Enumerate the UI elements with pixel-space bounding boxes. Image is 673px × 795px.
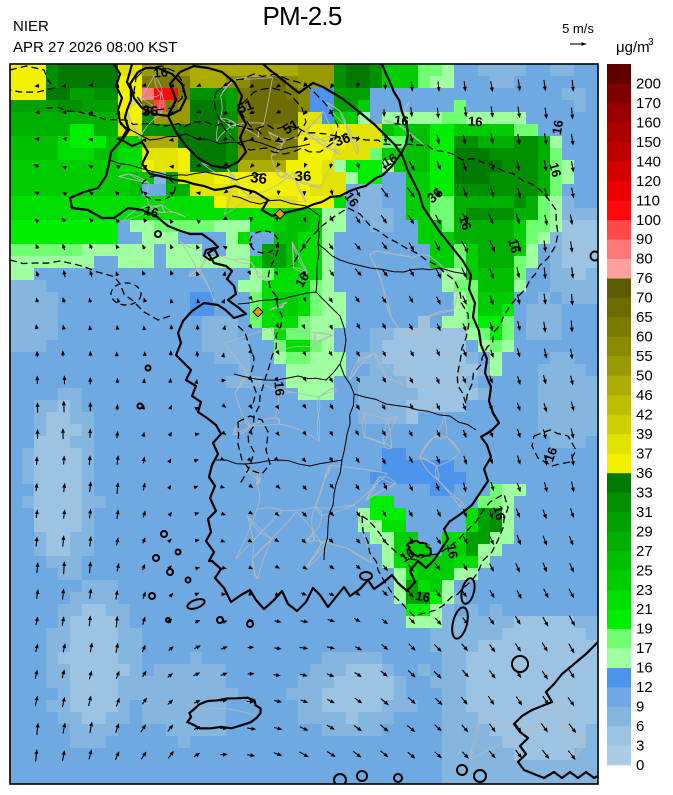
svg-text:100: 100 [636, 212, 661, 229]
svg-text:17: 17 [636, 640, 653, 657]
svg-text:6: 6 [636, 718, 644, 735]
svg-text:36: 36 [142, 103, 159, 120]
svg-text:16: 16 [444, 543, 461, 560]
svg-text:120: 120 [636, 173, 661, 190]
svg-text:51: 51 [235, 96, 255, 116]
svg-text:16: 16 [505, 237, 523, 255]
svg-text:70: 70 [636, 290, 653, 307]
svg-text:μg/m: μg/m [616, 39, 650, 56]
svg-text:APR 27 2026 08:00 KST: APR 27 2026 08:00 KST [13, 39, 177, 56]
svg-text:16: 16 [541, 445, 560, 464]
svg-text:29: 29 [636, 523, 653, 540]
svg-text:3: 3 [648, 37, 654, 48]
svg-text:33: 33 [636, 484, 653, 501]
svg-text:16: 16 [153, 64, 169, 80]
svg-text:16: 16 [142, 203, 160, 221]
svg-text:16: 16 [549, 119, 566, 136]
svg-text:36: 36 [295, 168, 312, 185]
svg-text:110: 110 [636, 192, 660, 209]
svg-text:76: 76 [636, 270, 653, 287]
svg-text:160: 160 [636, 114, 661, 131]
svg-text:21: 21 [636, 601, 653, 618]
svg-text:55: 55 [636, 348, 653, 365]
svg-text:16: 16 [636, 660, 653, 677]
svg-text:31: 31 [636, 504, 653, 521]
svg-text:16: 16 [393, 112, 409, 128]
svg-text:PM-2.5: PM-2.5 [262, 1, 341, 31]
svg-text:200: 200 [636, 76, 661, 93]
svg-text:36: 36 [636, 465, 653, 482]
svg-text:27: 27 [636, 543, 653, 560]
svg-text:19: 19 [636, 621, 653, 638]
svg-text:65: 65 [636, 309, 653, 326]
svg-text:NIER: NIER [13, 18, 49, 35]
svg-text:16: 16 [468, 114, 483, 130]
svg-text:60: 60 [636, 329, 653, 346]
svg-text:51: 51 [280, 116, 302, 138]
svg-text:80: 80 [636, 251, 653, 268]
svg-text:9: 9 [636, 699, 644, 716]
svg-text:90: 90 [636, 231, 653, 248]
svg-text:16: 16 [456, 213, 475, 231]
svg-text:42: 42 [636, 407, 653, 424]
svg-text:25: 25 [636, 562, 653, 579]
svg-text:16: 16 [341, 189, 362, 209]
svg-text:16: 16 [490, 504, 508, 522]
svg-text:16: 16 [397, 545, 417, 566]
svg-text:46: 46 [636, 387, 653, 404]
svg-text:170: 170 [636, 95, 661, 112]
svg-text:50: 50 [636, 368, 653, 385]
svg-text:150: 150 [636, 134, 661, 151]
svg-text:16: 16 [414, 588, 431, 605]
svg-text:5 m/s: 5 m/s [562, 21, 594, 36]
svg-text:12: 12 [636, 679, 653, 696]
svg-text:37: 37 [636, 445, 653, 462]
svg-text:36: 36 [249, 169, 268, 188]
svg-text:36: 36 [332, 129, 352, 149]
svg-text:3: 3 [636, 738, 644, 755]
svg-text:16: 16 [292, 270, 312, 290]
svg-text:140: 140 [636, 153, 661, 170]
svg-text:16: 16 [546, 161, 564, 179]
svg-text:0: 0 [636, 757, 644, 774]
svg-text:39: 39 [636, 426, 653, 443]
svg-text:23: 23 [636, 582, 653, 599]
svg-text:16: 16 [271, 381, 287, 397]
svg-text:16: 16 [380, 150, 400, 170]
